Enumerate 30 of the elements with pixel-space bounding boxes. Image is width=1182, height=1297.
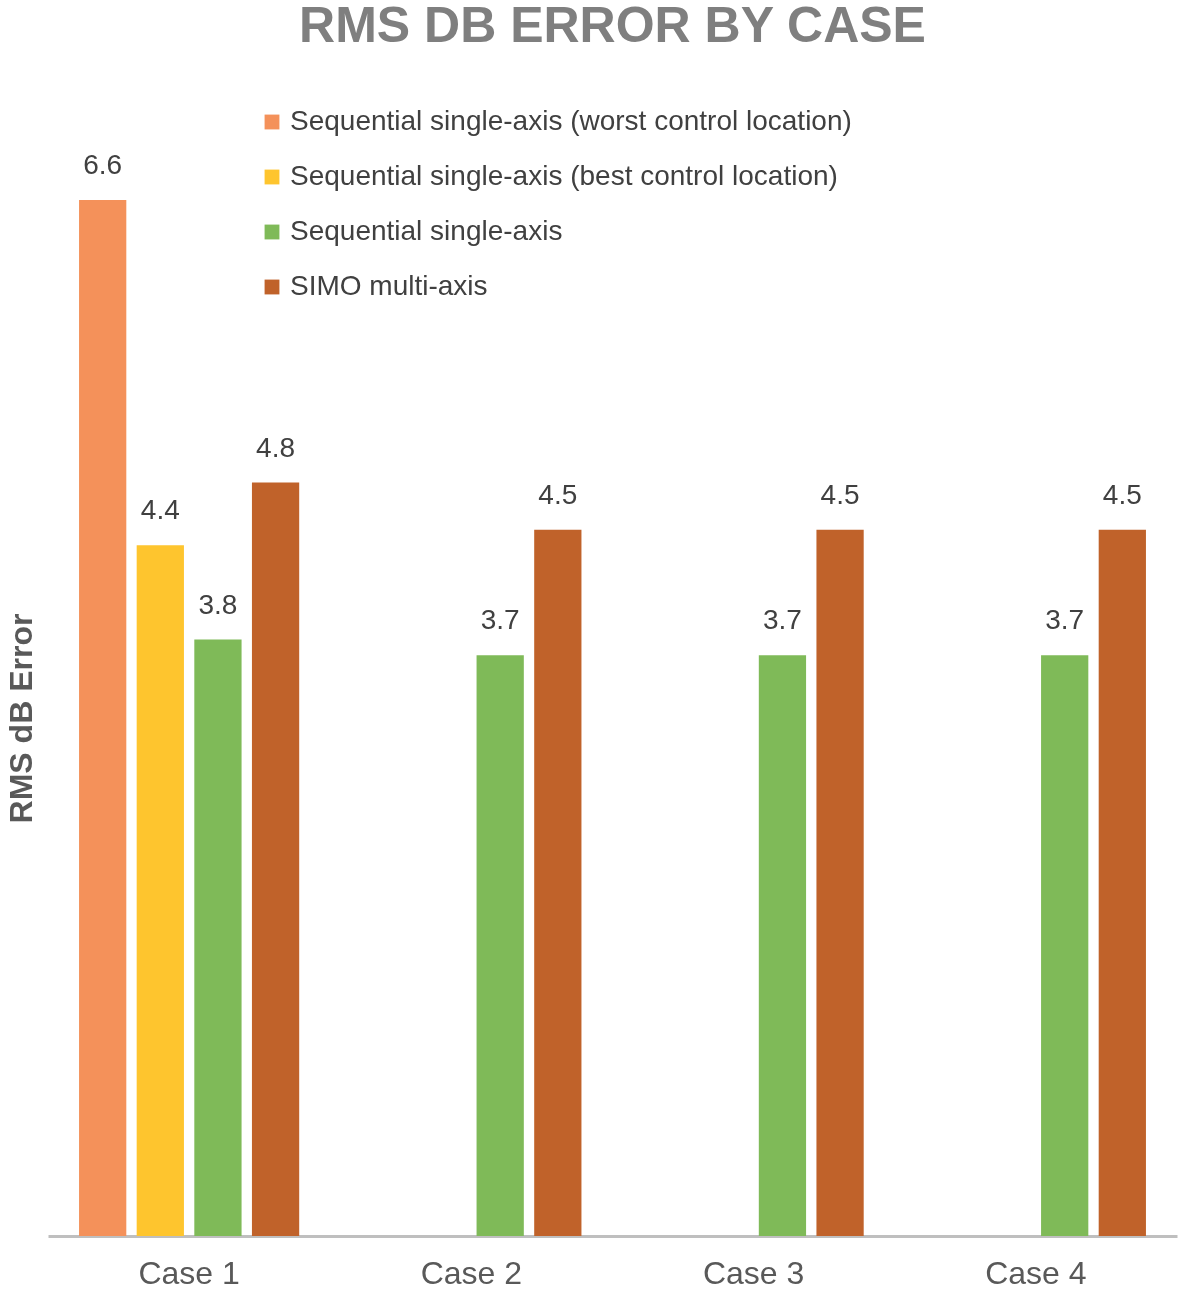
data-label: 4.5	[1102, 478, 1142, 510]
legend-label: Sequential single-axis (best control location)	[290, 160, 838, 191]
bar	[1098, 529, 1146, 1236]
legend-label: Sequential single-axis (worst control location)	[290, 105, 852, 136]
x-tick-label: Case 1	[138, 1254, 240, 1291]
data-label: 6.6	[83, 149, 123, 180]
chart-title: RMS DB ERROR BY CASE	[299, 0, 926, 53]
bar	[816, 529, 864, 1236]
data-label: 3.7	[480, 604, 520, 636]
y-axis-title: RMS dB Error	[2, 613, 39, 824]
bar	[534, 529, 582, 1236]
data-label: 4.5	[538, 478, 578, 510]
data-label: 4.4	[140, 494, 180, 526]
bar	[79, 200, 127, 1236]
x-tick-label: Case 2	[420, 1254, 523, 1291]
legend-label: Sequential single-axis	[290, 215, 563, 246]
bar	[136, 545, 184, 1236]
data-label: 4.8	[256, 431, 296, 463]
x-tick-label: Case 3	[702, 1254, 805, 1291]
data-label: 3.7	[1045, 604, 1085, 636]
data-label: 3.7	[762, 604, 802, 636]
x-tick-label: Case 4	[985, 1254, 1087, 1291]
data-label: 4.5	[820, 478, 860, 510]
legend-label: SIMO multi-axis	[290, 270, 488, 301]
bar	[194, 639, 242, 1236]
data-label: 3.8	[198, 588, 238, 620]
bar	[251, 482, 300, 1236]
bar	[758, 655, 807, 1236]
bar	[1041, 655, 1089, 1236]
bar	[476, 655, 524, 1236]
